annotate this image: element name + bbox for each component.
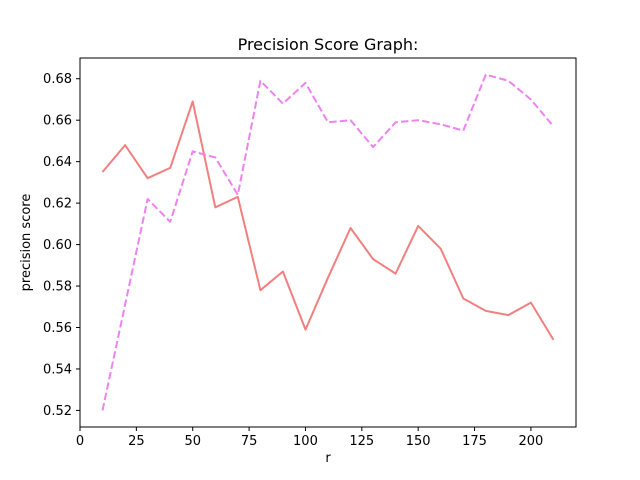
axes-frame xyxy=(79,57,577,428)
x-tick-label: 200 xyxy=(518,434,543,449)
x-tick-label: 125 xyxy=(349,434,374,449)
precision-dashed-line xyxy=(101,73,555,411)
y-tick-label: 0.58 xyxy=(43,280,72,295)
x-axis-label: r xyxy=(325,451,331,466)
precision-solid-line xyxy=(101,100,555,341)
x-tick-label: 50 xyxy=(184,434,201,449)
x-tick-label: 25 xyxy=(128,434,145,449)
y-tick-label: 0.52 xyxy=(43,404,72,419)
x-tick-label: 0 xyxy=(76,434,84,449)
x-tick-label: 150 xyxy=(406,434,431,449)
y-tick-label: 0.56 xyxy=(43,321,72,336)
y-tick-label: 0.66 xyxy=(43,114,72,129)
y-tick-label: 0.62 xyxy=(43,197,72,212)
x-tick-label: 175 xyxy=(462,434,487,449)
y-tick-label: 0.60 xyxy=(43,238,72,253)
y-tick-label: 0.54 xyxy=(43,362,72,377)
y-tick-label: 0.68 xyxy=(43,72,72,87)
y-axis-label: precision score xyxy=(19,194,34,292)
x-tick-label: 100 xyxy=(293,434,318,449)
y-tick-label: 0.64 xyxy=(43,155,72,170)
x-tick-label: 75 xyxy=(241,434,258,449)
chart-title: Precision Score Graph: xyxy=(238,35,419,54)
plot-area: 0 25 50 75 100 125 150 175 200 0.52 0.54 0.56 0.58 0.… xyxy=(43,57,577,449)
